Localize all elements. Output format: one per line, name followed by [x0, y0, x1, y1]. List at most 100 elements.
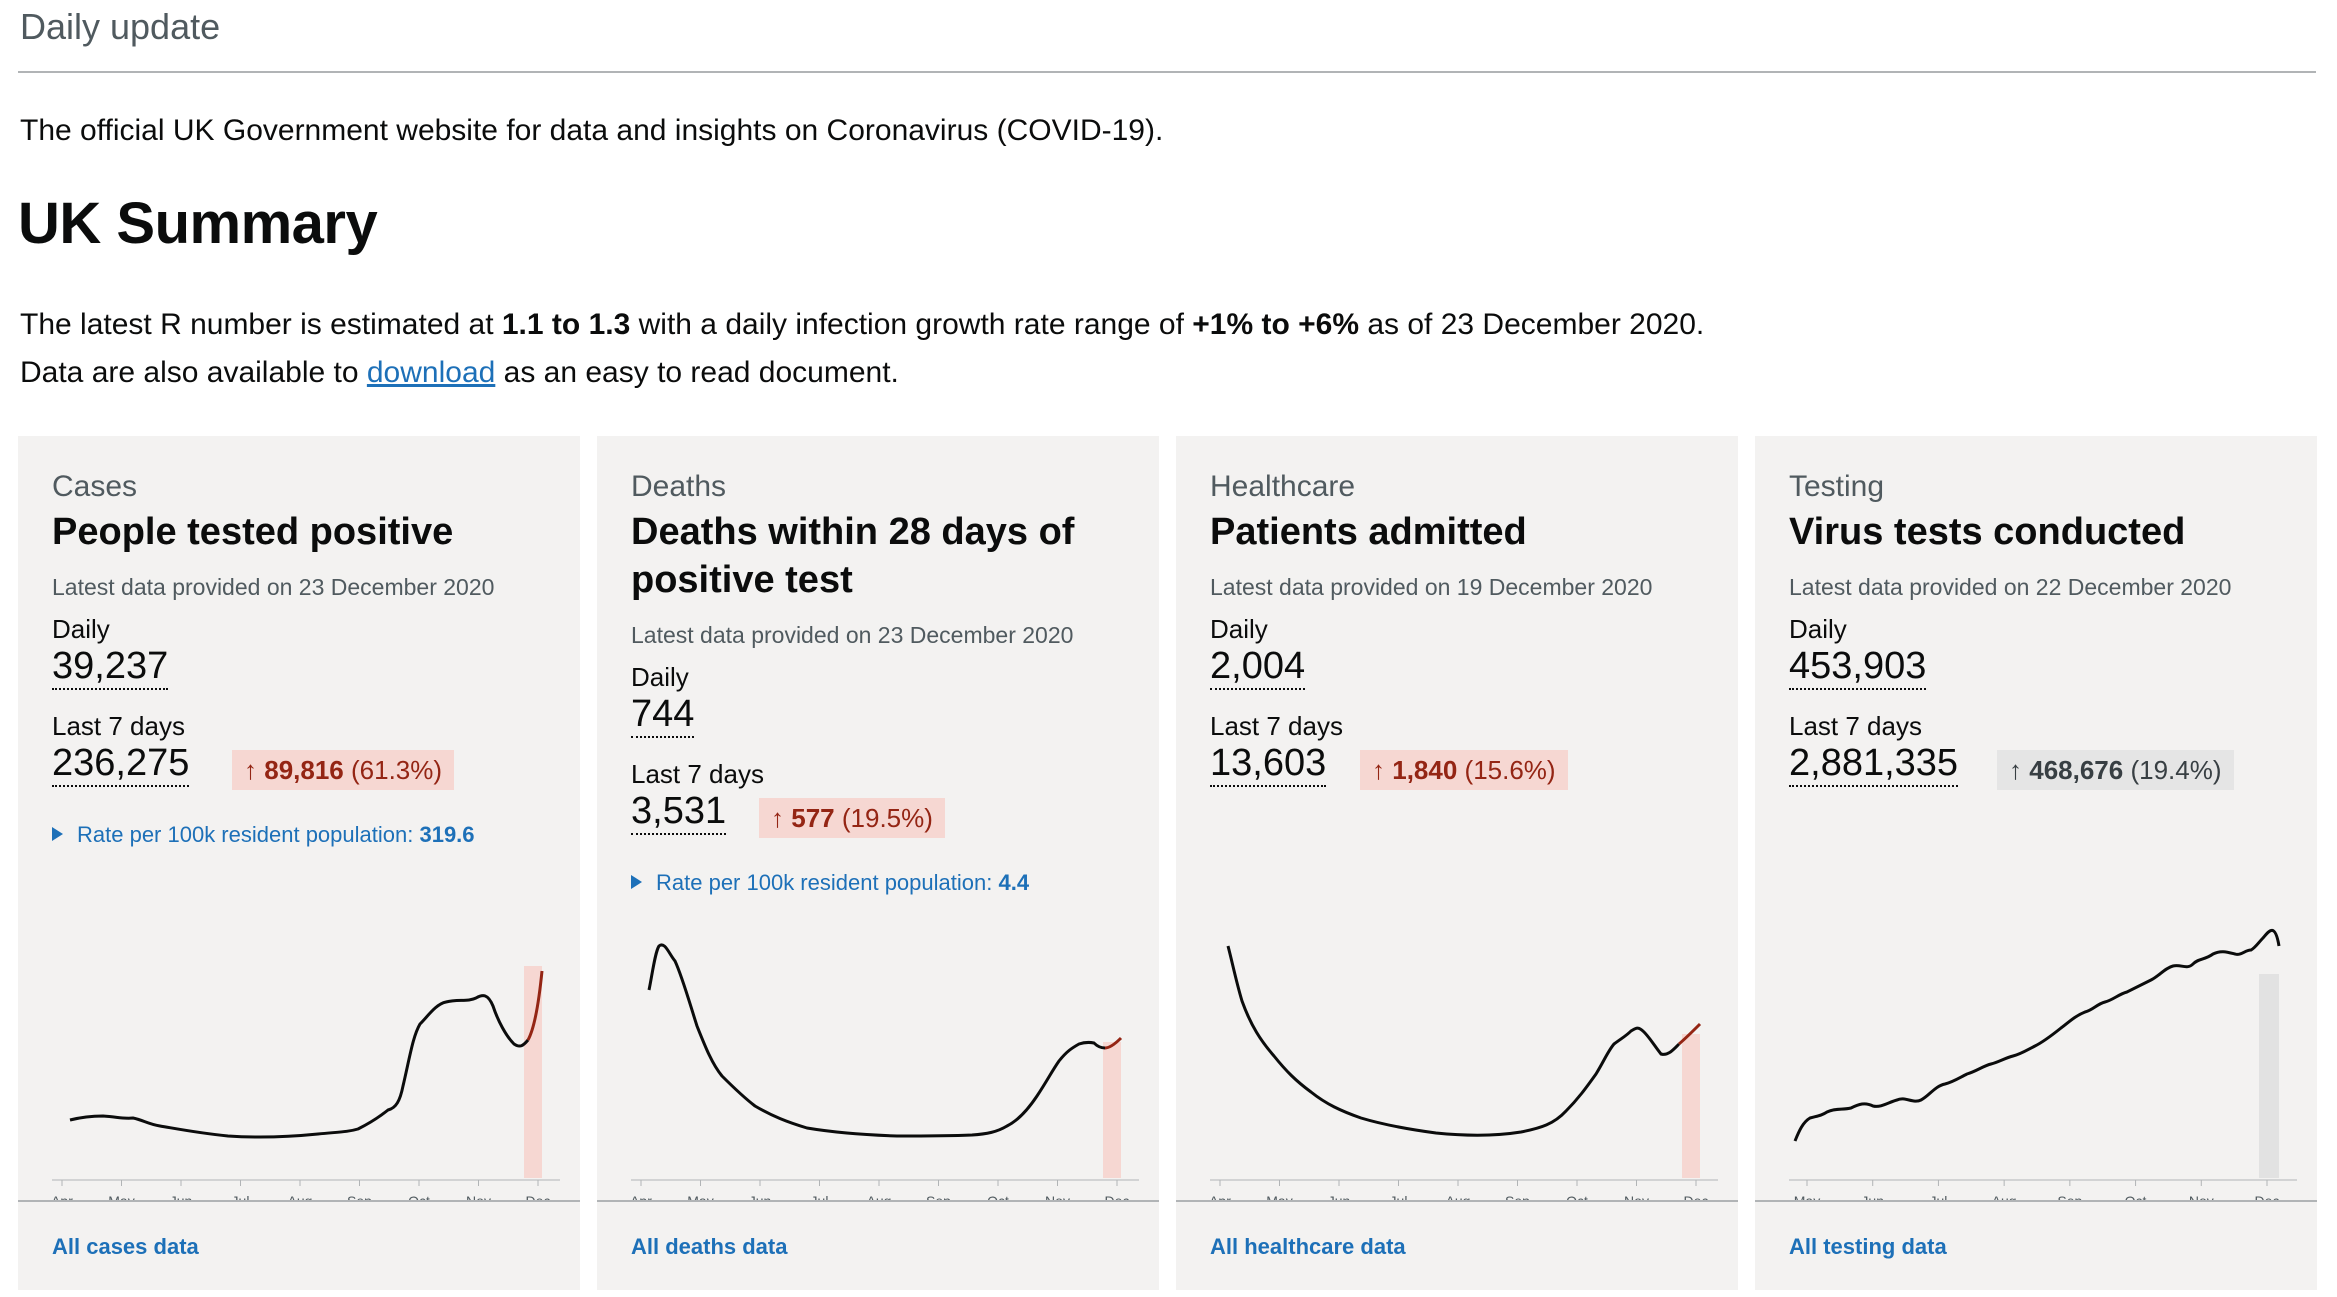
- x-tick-label: Oct: [2125, 1193, 2147, 1200]
- deaths-chart: Apr May Jun Jul Aug Sep Oct Nov Dec: [630, 943, 1139, 1200]
- change-badge: ↑ 577 (19.5%): [759, 798, 945, 838]
- divider: [1176, 1200, 1738, 1202]
- divider: [1755, 1200, 2317, 1202]
- card-category: Testing: [1789, 470, 1885, 503]
- series-line-recent: [526, 970, 544, 1041]
- week-value[interactable]: 2,881,335: [1789, 741, 1959, 787]
- x-tick-label: Sep: [926, 1193, 951, 1200]
- x-tick-label: Nov: [466, 1193, 491, 1200]
- x-tick-label: Jun: [170, 1193, 193, 1200]
- x-tick-label: Oct: [408, 1193, 430, 1200]
- daily-label: Daily: [631, 662, 689, 692]
- testing-chart: May Jun Jul Aug Sep Oct Nov Dec: [1789, 928, 2297, 1200]
- x-tick-label: Oct: [987, 1193, 1009, 1200]
- x-tick-label: Dec: [2255, 1193, 2280, 1200]
- daily-value[interactable]: 744: [631, 692, 695, 738]
- x-tick-label: May: [687, 1193, 713, 1200]
- series-line-recent: [1104, 1036, 1123, 1050]
- card-title: Virus tests conducted: [1789, 511, 2186, 553]
- divider: [18, 1200, 580, 1202]
- all-testing-link[interactable]: All testing data: [1789, 1234, 1947, 1259]
- r-number-text: The latest R number is estimated at 1.1 …: [20, 308, 1705, 341]
- highlight-band: [1682, 1034, 1700, 1178]
- x-tick-label: Nov: [2189, 1193, 2214, 1200]
- x-tick-label: Jun: [749, 1193, 772, 1200]
- card-title: Deaths within 28 days of positive test: [631, 511, 1075, 601]
- divider: [597, 1200, 1159, 1202]
- r-range: 1.1 to 1.3: [501, 308, 631, 341]
- arrow-up-icon: ↑: [2009, 755, 2022, 785]
- change-badge: ↑ 1,840 (15.6%): [1360, 750, 1568, 790]
- x-tick-label: Apr: [630, 1193, 652, 1200]
- daily-label: Daily: [1789, 614, 1847, 644]
- daily-label: Daily: [52, 614, 110, 644]
- all-healthcare-link[interactable]: All healthcare data: [1210, 1234, 1406, 1259]
- x-tick-label: Sep: [2057, 1193, 2082, 1200]
- series-line-recent: [1678, 1022, 1702, 1046]
- week-value[interactable]: 3,531: [631, 789, 727, 835]
- x-tick-label: Jun: [1328, 1193, 1351, 1200]
- x-tick-label: Dec: [1684, 1193, 1709, 1200]
- x-tick-label: Jul: [1390, 1193, 1408, 1200]
- triangle-right-icon: [52, 827, 63, 842]
- x-tick-label: Apr: [51, 1193, 73, 1200]
- week-value[interactable]: 13,603: [1210, 741, 1327, 787]
- x-tick-label: May: [1266, 1193, 1292, 1200]
- growth-range: +1% to +6%: [1192, 308, 1360, 341]
- week-label: Last 7 days: [631, 759, 764, 789]
- x-tick-label: Nov: [1045, 1193, 1070, 1200]
- week-label: Last 7 days: [1789, 711, 1922, 741]
- healthcare-chart: Apr May Jun Jul Aug Sep Oct Nov Dec: [1209, 945, 1718, 1200]
- card-category: Cases: [52, 470, 138, 503]
- latest-date: Latest data provided on 19 December 2020: [1210, 574, 1653, 600]
- card-category: Deaths: [631, 470, 727, 503]
- rate-toggle[interactable]: Rate per 100k resident population: 4.4: [631, 870, 1029, 896]
- x-tick-label: May: [1794, 1193, 1820, 1200]
- x-tick-label: Aug: [867, 1193, 892, 1200]
- x-tick-label: Dec: [1105, 1193, 1130, 1200]
- divider: [18, 71, 2316, 73]
- x-tick-label: Aug: [1446, 1193, 1471, 1200]
- card-title: Patients admitted: [1210, 511, 1527, 553]
- page-title: UK Summary: [18, 191, 378, 256]
- x-tick-label: Aug: [1992, 1193, 2017, 1200]
- x-tick-label: Nov: [1624, 1193, 1649, 1200]
- card-cases: Cases People tested positive Latest data…: [18, 436, 580, 1290]
- highlight-band: [1103, 1042, 1121, 1178]
- series-line: [647, 943, 1106, 1138]
- x-tick-label: Aug: [288, 1193, 313, 1200]
- x-tick-label: May: [108, 1193, 134, 1200]
- arrow-up-icon: ↑: [244, 755, 257, 785]
- week-value[interactable]: 236,275: [52, 741, 190, 787]
- card-category: Healthcare: [1210, 470, 1356, 503]
- all-deaths-link[interactable]: All deaths data: [631, 1234, 788, 1259]
- week-label: Last 7 days: [1210, 711, 1343, 741]
- highlight-band: [524, 966, 542, 1178]
- daily-value[interactable]: 2,004: [1210, 644, 1306, 690]
- daily-label: Daily: [1210, 614, 1268, 644]
- intro-text: The official UK Government website for d…: [20, 114, 1164, 147]
- series-line: [1226, 945, 1681, 1137]
- highlight-band: [2259, 974, 2279, 1178]
- x-tick-label: Apr: [1209, 1193, 1231, 1200]
- x-tick-label: Jul: [232, 1193, 250, 1200]
- daily-value[interactable]: 39,237: [52, 644, 169, 690]
- all-cases-link[interactable]: All cases data: [52, 1234, 199, 1259]
- cases-chart: Apr May Jun Jul Aug Sep Oct Nov Dec: [51, 966, 560, 1200]
- change-badge: ↑ 468,676 (19.4%): [1997, 750, 2234, 790]
- latest-date: Latest data provided on 23 December 2020: [631, 622, 1074, 648]
- daily-update-heading: Daily update: [20, 6, 221, 47]
- triangle-right-icon: [631, 875, 642, 890]
- latest-date: Latest data provided on 22 December 2020: [1789, 574, 2232, 600]
- x-tick-label: Jul: [1929, 1193, 1947, 1200]
- card-deaths: Deaths Deaths within 28 days of positive…: [597, 436, 1159, 1290]
- download-link[interactable]: download: [366, 356, 496, 389]
- card-healthcare: Healthcare Patients admitted Latest data…: [1176, 436, 1738, 1290]
- x-tick-label: Oct: [1566, 1193, 1588, 1200]
- daily-value[interactable]: 453,903: [1789, 644, 1927, 690]
- arrow-up-icon: ↑: [771, 803, 784, 833]
- card-title: People tested positive: [52, 511, 454, 553]
- arrow-up-icon: ↑: [1372, 755, 1385, 785]
- rate-toggle[interactable]: Rate per 100k resident population: 319.6: [52, 822, 475, 848]
